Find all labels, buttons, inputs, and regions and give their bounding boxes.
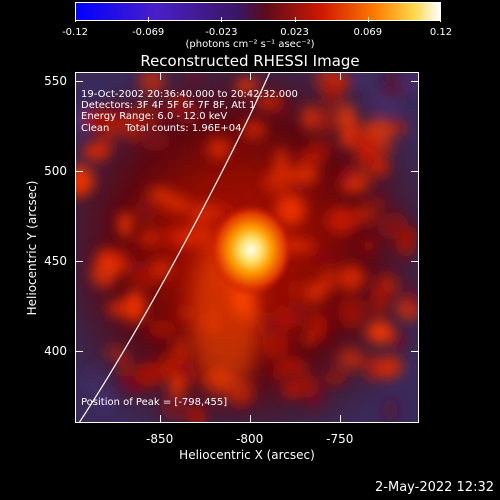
y-tick-mark (76, 81, 83, 82)
colorbar-tick-label: 0.023 (280, 27, 309, 38)
x-tick-mark (339, 73, 341, 80)
colorbar (75, 2, 441, 21)
y-tick-mark (76, 351, 83, 352)
x-tick-label: -750 (326, 432, 354, 446)
y-tick-mark (411, 171, 418, 172)
y-axis-label: Heliocentric Y (arcsec) (25, 180, 39, 316)
plot-frame (75, 72, 419, 423)
colorbar-tick (221, 17, 223, 22)
y-tick-label: 500 (44, 164, 67, 178)
colorbar-tick (367, 17, 369, 22)
x-tick-mark (339, 415, 341, 422)
y-tick-mark (76, 261, 83, 262)
colorbar-tick (294, 17, 296, 22)
y-tick-label: 400 (44, 344, 67, 358)
y-tick-label: 450 (44, 254, 67, 268)
y-tick-mark (76, 171, 83, 172)
y-tick-mark (411, 81, 418, 82)
x-tick-mark (159, 415, 161, 422)
colorbar-tick-label: -0.023 (205, 27, 238, 38)
x-tick-mark (249, 73, 251, 80)
colorbar-tick-label: -0.069 (132, 27, 165, 38)
colorbar-tick (75, 17, 76, 22)
rhessi-image (75, 72, 419, 423)
x-tick-mark (249, 415, 251, 422)
y-tick-mark (411, 351, 418, 352)
colorbar-tick (440, 17, 441, 22)
y-tick-label: 550 (44, 74, 67, 88)
x-tick-mark (159, 73, 161, 80)
colorbar-tick-label: 0.069 (353, 27, 383, 38)
image-title: Reconstructed RHESSI Image (140, 52, 360, 70)
colorbar-tick (148, 17, 150, 22)
energy-range-text: Energy Range: 6.0 - 12.0 keV (81, 111, 228, 122)
x-axis-label: Heliocentric X (arcsec) (179, 448, 315, 462)
colorbar-tick-label: -0.12 (62, 27, 88, 38)
y-tick-mark (411, 261, 418, 262)
colorbar-units: (photons cm⁻² s⁻¹ asec⁻²) (185, 39, 315, 50)
detectors-text: Detectors: 3F 4F 5F 6F 7F 8F, Att 1 (81, 100, 256, 111)
colorbar-tick-label: 0.12 (429, 27, 453, 38)
peak-position-text: Position of Peak = [-798,455] (81, 397, 228, 408)
time-range-text: 19-Oct-2002 20:36:40.000 to 20:42:32.000 (81, 89, 298, 100)
footer-date: 2-May-2022 12:32 (375, 480, 494, 495)
solar-limb (78, 72, 271, 423)
clean-counts-text: Clean Total counts: 1.96E+04 (81, 123, 242, 134)
flare-source (209, 204, 293, 296)
x-tick-label: -850 (146, 432, 174, 446)
x-tick-label: -800 (236, 432, 264, 446)
